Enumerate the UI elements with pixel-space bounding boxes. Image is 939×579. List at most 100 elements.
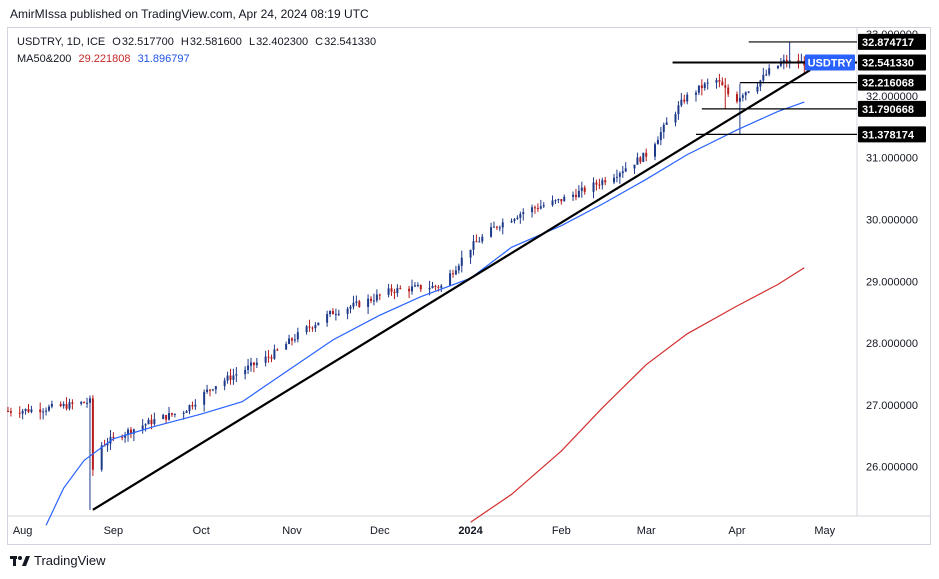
x-tick-label: Apr	[728, 525, 745, 537]
candle-body	[264, 356, 267, 363]
candle-body	[127, 429, 130, 435]
y-tick-label: 27.000000	[866, 400, 918, 412]
candle-body	[460, 257, 463, 266]
candle-body	[311, 327, 314, 329]
candle-body	[86, 402, 89, 404]
candle-body	[188, 405, 191, 412]
candle-body	[30, 409, 33, 412]
candle-body	[703, 83, 706, 89]
candle-body	[665, 122, 668, 125]
candle-body	[653, 144, 656, 157]
candle-body	[656, 140, 659, 145]
level-tag	[858, 74, 926, 91]
candle-body	[296, 332, 299, 340]
x-tick-label: Aug	[13, 525, 33, 537]
ma-legend: MA50&200 29.221808 31.896797	[17, 53, 190, 65]
candle-body	[683, 99, 686, 102]
candle-body	[539, 206, 542, 209]
y-tick-label: 31.000000	[866, 153, 918, 165]
candle-body	[718, 80, 721, 82]
candle-body	[305, 326, 308, 333]
candle-body	[290, 338, 293, 341]
candle-body	[62, 404, 65, 407]
candle-body	[329, 311, 332, 315]
candle-body	[454, 270, 457, 275]
candle-body	[124, 434, 127, 438]
level-tag	[858, 33, 926, 50]
candle-body	[408, 288, 411, 292]
symbol-tag	[805, 54, 855, 71]
legend-low-label: L	[248, 36, 256, 48]
candle-body	[715, 80, 718, 83]
legend-open-label: O	[112, 36, 121, 48]
candle-body	[293, 339, 296, 341]
candle-body	[132, 429, 135, 434]
candle-body	[431, 285, 434, 289]
candle-body	[613, 177, 616, 183]
candle-body	[522, 212, 525, 214]
candle-body	[229, 375, 232, 380]
level-tag	[858, 100, 926, 117]
candle-body	[144, 424, 147, 426]
candle-body	[346, 308, 349, 314]
candle-body	[724, 85, 727, 88]
candle-body	[513, 219, 516, 221]
x-tick-label: Dec	[370, 525, 390, 537]
candle-body	[91, 398, 94, 470]
candle-body	[598, 184, 601, 186]
candle-body	[18, 412, 21, 414]
candle-body	[252, 362, 255, 366]
x-tick-label: Sep	[104, 525, 124, 537]
candle-body	[21, 410, 24, 414]
candle-body	[68, 402, 71, 409]
y-tick-label: 28.000000	[866, 338, 918, 350]
candle-body	[211, 389, 214, 391]
candle-body	[203, 391, 206, 405]
candle-body	[372, 300, 375, 302]
chart-frame	[7, 27, 931, 545]
candle-body	[531, 207, 534, 213]
candle-body	[434, 285, 437, 287]
candle-body	[71, 402, 74, 404]
candle-body	[45, 410, 48, 412]
candle-body	[326, 314, 329, 323]
y-tick-label: 32.000000	[866, 91, 918, 103]
candle-body	[168, 413, 171, 420]
candle-body	[214, 386, 217, 390]
candle-body	[428, 288, 431, 290]
candle-body	[285, 343, 288, 350]
candle-body	[255, 362, 258, 366]
level-tag-label: 31.790668	[862, 104, 914, 116]
candle-body	[449, 273, 452, 286]
legend-ma200-value: 29.221808	[78, 53, 131, 65]
candle-body	[536, 207, 539, 209]
candle-body	[42, 411, 45, 413]
x-tick-label: Feb	[552, 525, 571, 537]
ma200-line	[470, 267, 805, 523]
candle-body	[249, 362, 252, 366]
y-tick-label: 26.000000	[866, 462, 918, 474]
candle-body	[501, 222, 504, 228]
candle-body	[129, 429, 132, 434]
candle-body	[557, 199, 560, 201]
candle-body	[618, 173, 621, 177]
candle-body	[592, 182, 595, 192]
candle-body	[785, 59, 788, 64]
candle-body	[223, 380, 226, 387]
candle-body	[411, 286, 414, 292]
candle-body	[416, 284, 419, 286]
candle-body	[633, 164, 636, 169]
candle-body	[170, 413, 173, 415]
x-tick-label: May	[814, 525, 835, 537]
ohlc-legend: USDTRY, 1D, ICE O32.517700 H32.581600 L3…	[17, 36, 376, 48]
candle-body	[247, 365, 250, 370]
y-tick-label: 29.000000	[866, 276, 918, 288]
candle-body	[112, 436, 115, 438]
candle-body	[621, 171, 624, 174]
candle-body	[577, 190, 580, 198]
candle-body	[390, 288, 393, 292]
candle-body	[747, 91, 750, 93]
candle-body	[700, 85, 703, 89]
candle-body	[694, 92, 697, 95]
